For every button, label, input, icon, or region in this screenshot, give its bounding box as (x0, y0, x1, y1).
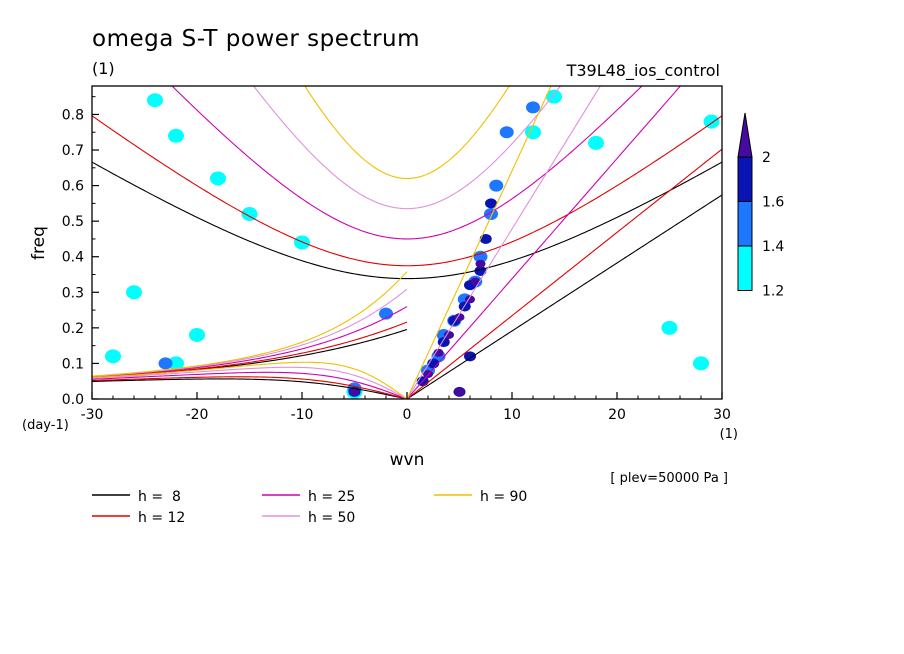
x-tick-label: -10 (291, 407, 314, 423)
y-tick-label: 0.6 (62, 179, 84, 195)
legend-label: h = 90 (480, 489, 527, 505)
rossby-wave-curve (92, 366, 408, 399)
power-contours (105, 89, 720, 399)
power-contour-blob (454, 313, 465, 322)
power-contour-blob (489, 179, 504, 192)
dispersion-curves (92, 86, 722, 399)
rossby-wave-curve (92, 378, 408, 399)
y-tick-label: 0.4 (62, 250, 84, 266)
power-contour-blob (168, 128, 184, 143)
kelvin-wave-curve (406, 148, 722, 399)
x-tick-label: 20 (608, 407, 626, 423)
power-contour-blob (105, 349, 121, 364)
y-tick-label: 0.8 (62, 107, 84, 123)
power-contour-blob (210, 171, 226, 186)
rossby-wave-curve (92, 376, 408, 399)
rossby-wave-curve (92, 371, 408, 399)
power-contour-blob (454, 387, 465, 396)
y-tick-label: 0.2 (62, 321, 84, 337)
power-contour-blob (158, 357, 173, 370)
power-contour-blob (546, 89, 562, 104)
plot-area (92, 86, 722, 399)
pressure-level-note: [ plev=50000 Pa ] (610, 471, 728, 486)
gravity-wave-curve (252, 86, 562, 210)
gravity-wave-curve (304, 86, 510, 180)
power-contour-blob (484, 208, 498, 221)
power-contour-blob (294, 235, 310, 250)
power-contour-blob (241, 207, 258, 222)
power-contour-blob (126, 285, 142, 300)
y-axis: 0.0 0.1 0.2 0.3 0.4 0.5 0.6 0.7 0.8 (62, 96, 99, 408)
y-tick-label: 0.0 (62, 392, 84, 408)
power-contour-blob (588, 135, 604, 150)
y-tick-label: 0.3 (62, 285, 84, 301)
power-contour-blob (693, 356, 709, 371)
colorbar-extension-triangle (737, 112, 753, 158)
x-axis-label: wvn (390, 450, 425, 470)
chart-subtitle: (1) (92, 59, 115, 78)
power-contour-blob (168, 356, 184, 371)
x-tick-label: -20 (186, 407, 209, 423)
legend-label: h = 25 (308, 489, 355, 505)
y-tick-label: 0.5 (62, 214, 84, 230)
x-tick-label: 0 (403, 407, 412, 423)
kelvin-wave-curve (406, 86, 552, 399)
y-tick-label: 0.1 (62, 356, 84, 372)
colorbar-segment (737, 245, 753, 291)
colorbar-segment (737, 201, 753, 247)
mrg-wave-curve (92, 271, 408, 377)
x-tick-label: -30 (81, 407, 104, 423)
power-contour-blob (485, 198, 497, 209)
gravity-wave-curve (92, 161, 722, 280)
kelvin-wave-curve (406, 86, 682, 399)
plot-frame (91, 85, 723, 400)
power-contour-blob (464, 351, 476, 362)
power-contour-blob (444, 330, 454, 339)
x-tick-label: 10 (503, 407, 521, 423)
power-contour-blob (147, 93, 163, 108)
power-contour-blob (473, 250, 488, 263)
x-axis: -30 -20 -10 0 10 20 30 (81, 392, 731, 423)
y-tick-label: 0.7 (62, 143, 84, 159)
gravity-wave-curve (171, 86, 643, 240)
colorbar-label: 1.2 (762, 284, 784, 300)
power-contour-blob (525, 125, 541, 140)
power-contour-blob (189, 327, 205, 342)
colorbar: 1.2 1.4 1.6 2 (737, 112, 784, 300)
power-contour-blob (479, 233, 492, 244)
power-contour-blob (470, 277, 481, 286)
legend: h = 8 h = 12 h = 25 h = 50 h = 90 (92, 489, 527, 526)
y-unit-label: (day-1) (22, 418, 69, 433)
run-label: T39L48_ios_control (566, 61, 720, 81)
legend-label: h = 12 (138, 510, 185, 526)
legend-label: h = 8 (138, 489, 181, 505)
x-tick-label: 30 (713, 407, 731, 423)
chart-title: omega S-T power spectrum (92, 26, 420, 52)
power-contour-blob (475, 259, 486, 268)
power-contour-blob (499, 126, 514, 139)
y-axis-label: freq (29, 226, 49, 260)
gravity-wave-curve (92, 115, 722, 267)
x-unit-label: (1) (720, 427, 738, 442)
power-contour-blob (526, 101, 540, 114)
mrg-wave-curve (92, 306, 408, 378)
power-contour-blob (349, 387, 360, 396)
colorbar-label: 1.6 (762, 195, 784, 211)
legend-label: h = 50 (308, 510, 355, 526)
rossby-wave-curve (92, 361, 408, 399)
power-contour-blob (661, 320, 678, 335)
power-contour-blob (703, 114, 720, 129)
power-contour-blob (433, 348, 444, 357)
colorbar-segment (737, 156, 753, 202)
mrg-wave-curve (92, 321, 408, 378)
kelvin-wave-curve (406, 194, 722, 399)
kelvin-wave-curve (406, 86, 601, 399)
colorbar-label: 2 (762, 150, 771, 166)
colorbar-label: 1.4 (762, 239, 784, 255)
